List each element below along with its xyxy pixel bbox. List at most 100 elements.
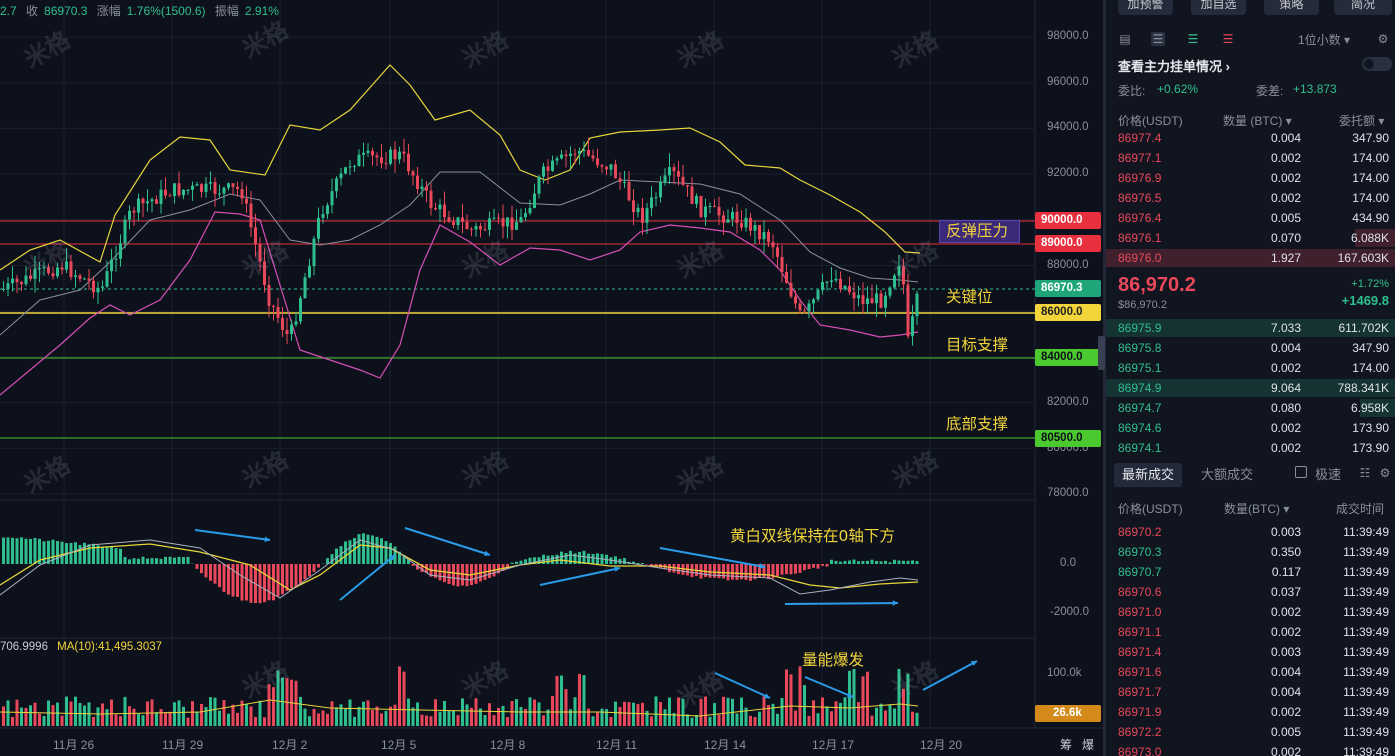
- layout-both-icon[interactable]: ▤: [1119, 32, 1131, 46]
- price-cell: 86976.1: [1118, 231, 1162, 245]
- settings-icon[interactable]: ⚙: [1377, 32, 1389, 46]
- ask-row[interactable]: 86976.5 0.002 174.00: [1106, 188, 1395, 208]
- trade-row[interactable]: 86970.3 0.350 11:39:49: [1106, 542, 1395, 562]
- volume-bar: [686, 714, 689, 726]
- candle-body: [807, 303, 811, 312]
- chip-icon[interactable]: 筹: [1060, 738, 1073, 752]
- candle-body: [299, 298, 302, 322]
- trade-row[interactable]: 86970.7 0.117 11:39:49: [1106, 562, 1395, 582]
- candle-body: [429, 190, 433, 209]
- layout-buy-sell-icon[interactable]: ☰: [1151, 32, 1165, 46]
- trade-row[interactable]: 86971.6 0.004 11:39:49: [1106, 662, 1395, 682]
- price-cell: 86976.0: [1118, 251, 1162, 265]
- x-tick: 12月 2: [272, 738, 308, 752]
- trade-row[interactable]: 86971.1 0.002 11:39:49: [1106, 622, 1395, 642]
- bid-row[interactable]: 86974.6 0.002 173.90: [1106, 418, 1395, 438]
- macd-bar: [411, 564, 415, 566]
- candle-body: [2, 289, 5, 291]
- trade-row[interactable]: 86973.0 0.002 11:39:49: [1106, 742, 1395, 756]
- candle-body: [186, 189, 190, 191]
- trade-row[interactable]: 86970.6 0.037 11:39:49: [1106, 582, 1395, 602]
- volume-bar: [456, 715, 460, 726]
- burst-icon[interactable]: 爆: [1082, 738, 1095, 752]
- trade-row[interactable]: 86972.2 0.005 11:39:49: [1106, 722, 1395, 742]
- trade-row[interactable]: 86971.7 0.004 11:39:49: [1106, 682, 1395, 702]
- trades-header-qty[interactable]: 数量(BTC) ▾: [1224, 502, 1290, 516]
- ask-row[interactable]: 86977.1 0.002 174.00: [1106, 148, 1395, 168]
- trade-row[interactable]: 86971.0 0.002 11:39:49: [1106, 602, 1395, 622]
- macd-bar: [911, 560, 914, 564]
- volume-bar: [380, 713, 383, 726]
- strategy-button[interactable]: 策略: [1264, 0, 1319, 15]
- precision-select[interactable]: 1位小数 ▾: [1298, 31, 1350, 48]
- macd-note: 黄白双线保持在0轴下方: [730, 527, 895, 545]
- ob-header-total[interactable]: 委托额 ▾: [1339, 114, 1385, 128]
- macd-bar: [357, 534, 361, 564]
- volume-bar: [182, 706, 185, 726]
- chart-area[interactable]: 2.7 收 86970.3 涨幅 1.76%(1500.6) 振幅 2.91% 706…: [0, 0, 1103, 756]
- panel-divider[interactable]: [1103, 0, 1106, 756]
- macd-bar: [146, 558, 149, 564]
- overview-button[interactable]: 简况: [1334, 0, 1392, 15]
- annotation-arrow: [194, 529, 271, 541]
- main-order-link[interactable]: 查看主力挂单情况 ›: [1118, 59, 1230, 74]
- ask-row[interactable]: 86976.4 0.005 434.90: [1106, 208, 1395, 228]
- bid-row[interactable]: 86975.8 0.004 347.90: [1106, 338, 1395, 358]
- volume-bar: [195, 711, 199, 726]
- add-watchlist-button[interactable]: 加自选: [1191, 0, 1246, 15]
- volume-bar: [164, 712, 167, 726]
- collapse-handle[interactable]: [1098, 336, 1105, 370]
- bid-row[interactable]: 86974.9 9.064 788.341K: [1106, 378, 1395, 398]
- tab-latest-trades[interactable]: 最新成交: [1114, 463, 1183, 487]
- candle-body: [240, 189, 244, 199]
- volume-bar: [326, 713, 329, 726]
- trade-row[interactable]: 86970.2 0.003 11:39:49: [1106, 522, 1395, 542]
- chart-canvas[interactable]: [0, 0, 1103, 756]
- trade-row[interactable]: 86971.9 0.002 11:39:49: [1106, 702, 1395, 722]
- candle-body: [668, 167, 671, 176]
- ask-row[interactable]: 86976.0 1.927 167.603K: [1106, 248, 1395, 268]
- candle-body: [317, 217, 320, 239]
- list-icon[interactable]: ☷: [1359, 466, 1371, 480]
- candle-body: [560, 154, 563, 159]
- fast-mode-checkbox[interactable]: [1295, 466, 1307, 478]
- layout-bids-icon[interactable]: ☰: [1187, 32, 1199, 46]
- settings-icon[interactable]: ⚙: [1379, 466, 1391, 480]
- tab-fast-mode[interactable]: 极速: [1315, 467, 1342, 482]
- volume-bar: [357, 706, 361, 726]
- macd-bar: [222, 564, 226, 592]
- ask-row[interactable]: 86977.4 0.004 347.90: [1106, 128, 1395, 148]
- volume-bar: [429, 716, 433, 726]
- trades-header-price: 价格(USDT): [1118, 502, 1183, 516]
- bid-row[interactable]: 86974.7 0.080 6.958K: [1106, 398, 1395, 418]
- main-order-toggle[interactable]: [1362, 57, 1392, 71]
- candle-body: [614, 164, 617, 179]
- ask-row[interactable]: 86976.1 0.070 6.088K: [1106, 228, 1395, 248]
- add-alert-button[interactable]: 加预警: [1118, 0, 1173, 15]
- volume-bar: [321, 710, 325, 726]
- ask-row[interactable]: 86976.9 0.002 174.00: [1106, 168, 1395, 188]
- candle-body: [29, 275, 32, 279]
- layout-asks-icon[interactable]: ☰: [1222, 32, 1234, 46]
- macd-bar: [816, 564, 820, 569]
- candle-body: [308, 266, 311, 278]
- volume-bar: [479, 708, 482, 726]
- bid-row[interactable]: 86975.1 0.002 174.00: [1106, 358, 1395, 378]
- ob-header-qty-label: 数量 (BTC): [1223, 114, 1283, 128]
- tab-large-trades[interactable]: 大额成交: [1201, 467, 1254, 482]
- macd-bar: [731, 564, 734, 580]
- macd-bar: [74, 542, 77, 564]
- volume-bar: [780, 698, 784, 726]
- macd-bar: [749, 564, 752, 581]
- volume-bar: [758, 711, 761, 726]
- macd-bar: [204, 564, 208, 578]
- volume-ma-info: 706.9996 MA(10):41,495.3037: [0, 641, 162, 653]
- price-cell: 86970.3: [1118, 545, 1162, 559]
- trade-row[interactable]: 86971.4 0.003 11:39:49: [1106, 642, 1395, 662]
- qty-cell: 0.070: [1270, 231, 1301, 245]
- bid-row[interactable]: 86975.9 7.033 611.702K: [1106, 318, 1395, 338]
- volume-bar: [254, 716, 257, 726]
- bid-row[interactable]: 86974.1 0.002 173.90: [1106, 438, 1395, 458]
- candle-body: [735, 211, 739, 224]
- ob-header-qty[interactable]: 数量 (BTC) ▾: [1223, 114, 1292, 128]
